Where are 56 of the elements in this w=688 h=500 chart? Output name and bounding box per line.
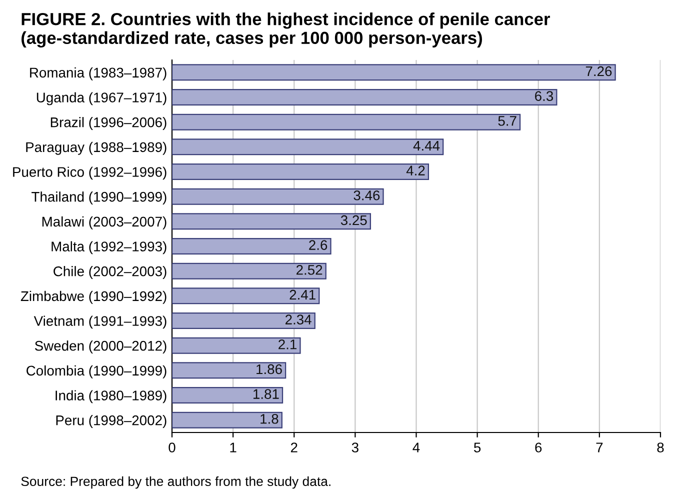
data-label: 1.8 xyxy=(260,414,278,424)
data-label: 5.7 xyxy=(498,116,516,126)
y-tick-label: Malawi (2003–2007) xyxy=(42,216,166,230)
bar xyxy=(172,362,286,379)
x-tick-label: 3 xyxy=(352,442,358,452)
chart-title: FIGURE 2. Countries with the highest incidence of penile cancer (age-standardized rate, cases per 100 000 person-years) xyxy=(22,12,550,48)
data-label: 6.3 xyxy=(535,91,554,101)
data-label: 2.1 xyxy=(278,339,296,350)
y-tick-label: Brazil (1996–2006) xyxy=(50,117,166,130)
x-tick-label: 1 xyxy=(230,442,236,452)
bar xyxy=(172,312,316,330)
data-label: 2.34 xyxy=(285,314,312,324)
y-tick-label: Malta (1992–1993) xyxy=(52,241,166,254)
bar xyxy=(172,238,332,255)
data-label: 2.6 xyxy=(309,240,328,250)
bar xyxy=(172,262,326,280)
bar xyxy=(172,114,521,130)
bar xyxy=(172,163,430,180)
y-tick-label: Romania (1983–1987) xyxy=(30,67,166,80)
x-tick-label: 7 xyxy=(596,442,603,452)
bar xyxy=(172,188,384,205)
x-tick-label: 6 xyxy=(535,442,542,452)
data-label: 3.46 xyxy=(354,190,380,200)
x-tick-label: 0 xyxy=(168,442,176,452)
y-tick-label: Colombia (1990–1999) xyxy=(26,365,166,378)
data-label: 7.26 xyxy=(586,66,612,76)
data-label: 1.86 xyxy=(256,364,282,374)
x-tick-label: 5 xyxy=(474,442,481,452)
y-tick-label: Vietnam (1991–1993) xyxy=(34,316,166,329)
source-note: Source: Prepared by the authors from the study data. xyxy=(21,476,330,489)
y-tick-label: Uganda (1967–1971) xyxy=(36,92,166,106)
x-tick-label: 2 xyxy=(290,442,298,452)
bar xyxy=(172,386,284,404)
bar xyxy=(172,412,282,428)
y-tick-label: Zimbabwe (1990–1992) xyxy=(20,290,166,304)
y-tick-label: Puerto Rico (1992–1996) xyxy=(13,166,166,180)
data-label: 3.25 xyxy=(340,215,367,226)
bar xyxy=(172,88,558,106)
bar xyxy=(172,213,371,230)
data-label: 4.44 xyxy=(413,140,440,151)
y-tick-label: Chile (2002–2003) xyxy=(54,266,166,279)
bar xyxy=(172,138,444,156)
data-label: 4.2 xyxy=(406,166,425,176)
y-tick-label: India (1980–1989) xyxy=(56,390,166,404)
y-tick-label: Paraguay (1988–1989) xyxy=(26,142,166,155)
bar xyxy=(172,337,301,354)
y-tick-label: Peru (1998–2002) xyxy=(56,415,166,428)
data-label: 2.52 xyxy=(296,264,322,275)
x-tick-label: 8 xyxy=(657,442,664,452)
y-tick-label: Thailand (1990–1999) xyxy=(32,192,166,204)
x-tick-label: 4 xyxy=(412,442,420,452)
data-label: 2.41 xyxy=(290,290,316,300)
data-label: 1.81 xyxy=(253,389,279,399)
bar xyxy=(172,288,320,304)
y-tick-label: Sweden (2000–2012) xyxy=(34,340,166,354)
bar xyxy=(172,64,616,81)
